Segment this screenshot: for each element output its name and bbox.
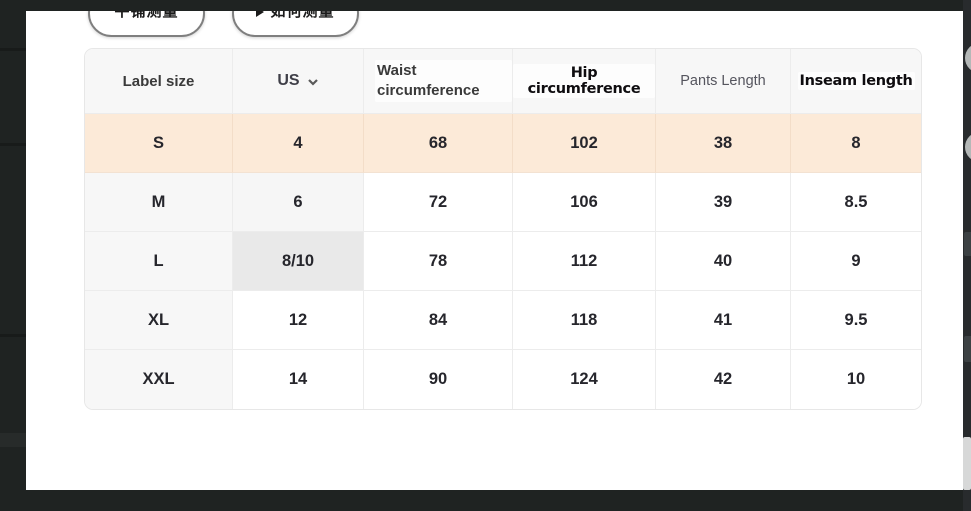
flat-measure-button[interactable]: 平铺测量 bbox=[88, 11, 205, 37]
waist-cell: 84 bbox=[364, 291, 513, 350]
size-label-cell: XXL bbox=[85, 350, 233, 409]
size-label-cell: S bbox=[85, 114, 233, 173]
page-artifact-line bbox=[0, 143, 26, 146]
pants-cell: 40 bbox=[656, 232, 791, 291]
play-icon bbox=[256, 11, 265, 17]
inseam-cell: 10 bbox=[791, 350, 921, 409]
pants-cell: 38 bbox=[656, 114, 791, 173]
floating-button-partial[interactable] bbox=[965, 43, 971, 73]
flat-measure-label: 平铺测量 bbox=[114, 11, 179, 20]
inseam-cell: 8 bbox=[791, 114, 921, 173]
floating-icon-partial[interactable] bbox=[964, 232, 971, 256]
floating-button-partial[interactable] bbox=[963, 437, 971, 490]
chevron-down-icon bbox=[307, 79, 318, 86]
waist-cell: 72 bbox=[364, 173, 513, 232]
unit-dropdown[interactable]: US bbox=[233, 49, 364, 114]
waist-cell: 68 bbox=[364, 114, 513, 173]
hip-cell: 112 bbox=[513, 232, 656, 291]
us-cell: 12 bbox=[233, 291, 364, 350]
header-waist: Waist circumference bbox=[364, 49, 513, 114]
inseam-cell: 9.5 bbox=[791, 291, 921, 350]
hip-cell: 124 bbox=[513, 350, 656, 409]
header-hip: Hip circumference bbox=[513, 49, 656, 114]
size-label-cell: XL bbox=[85, 291, 233, 350]
size-chart-panel: 平铺测量 如何测量 Label size US Waist circumfere… bbox=[26, 11, 963, 490]
how-to-measure-button[interactable]: 如何测量 bbox=[232, 11, 359, 37]
header-pants-length: Pants Length bbox=[656, 49, 791, 114]
header-inseam: Inseam length bbox=[791, 49, 921, 114]
size-label-cell: L bbox=[85, 232, 233, 291]
waist-cell: 90 bbox=[364, 350, 513, 409]
size-table: Label size US Waist circumference Hip ci… bbox=[84, 48, 922, 410]
unit-dropdown-value: US bbox=[277, 72, 300, 89]
floating-icon-partial[interactable] bbox=[964, 336, 971, 362]
waist-cell: 78 bbox=[364, 232, 513, 291]
us-cell-selected: 8/10 bbox=[233, 232, 364, 291]
pants-cell: 39 bbox=[656, 173, 791, 232]
how-to-measure-label: 如何测量 bbox=[270, 11, 335, 20]
page-artifact-line bbox=[0, 334, 26, 337]
size-label-cell: M bbox=[85, 173, 233, 232]
floating-button-partial[interactable] bbox=[965, 132, 971, 162]
pants-cell: 42 bbox=[656, 350, 791, 409]
pants-cell: 41 bbox=[656, 291, 791, 350]
hip-cell: 106 bbox=[513, 173, 656, 232]
header-label-size: Label size bbox=[85, 49, 233, 114]
inseam-cell: 8.5 bbox=[791, 173, 921, 232]
hip-cell: 118 bbox=[513, 291, 656, 350]
us-cell: 14 bbox=[233, 350, 364, 409]
us-cell: 4 bbox=[233, 114, 364, 173]
page-artifact-line bbox=[0, 48, 26, 51]
us-cell: 6 bbox=[233, 173, 364, 232]
hip-cell: 102 bbox=[513, 114, 656, 173]
page-artifact-band bbox=[0, 433, 26, 447]
inseam-cell: 9 bbox=[791, 232, 921, 291]
